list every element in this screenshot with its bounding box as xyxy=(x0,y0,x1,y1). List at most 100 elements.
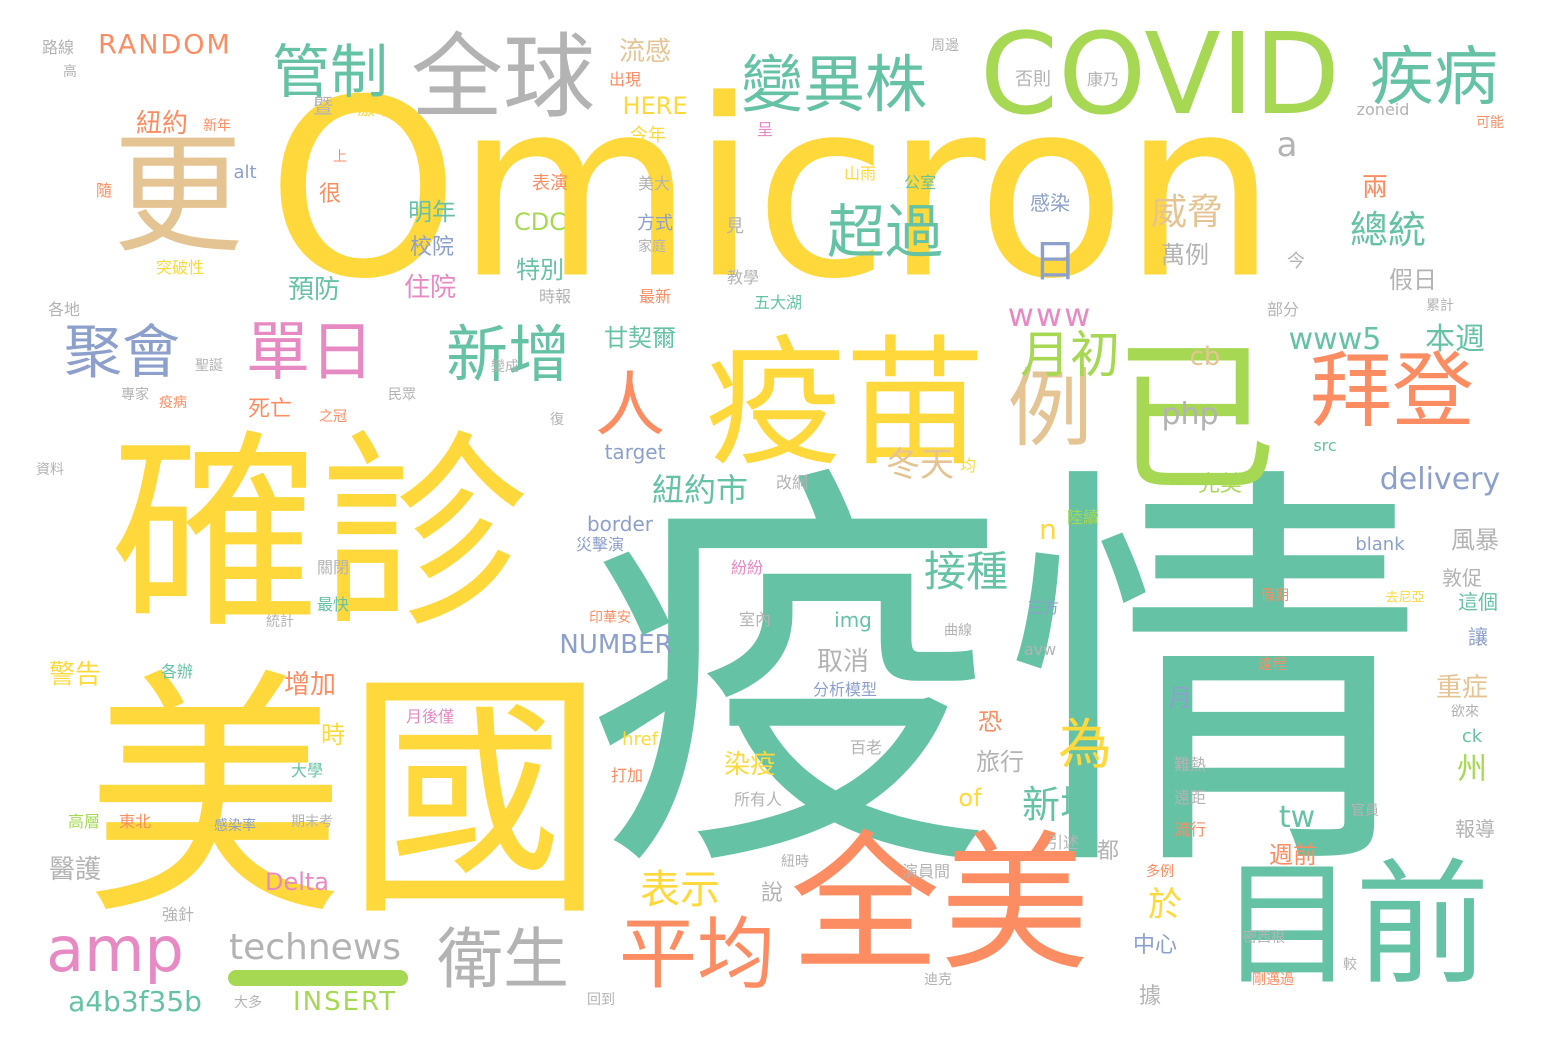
word-gao: 高 xyxy=(63,64,77,80)
word-niuyue: 紐約 xyxy=(135,109,189,139)
word-avw: avw xyxy=(1023,640,1057,659)
word-ganqier: 甘契爾 xyxy=(604,324,676,352)
word-jun: 均 xyxy=(959,456,977,475)
word-yulai: 欲來 xyxy=(1451,704,1479,720)
word-yue: 月 xyxy=(1168,684,1192,712)
word-target: target xyxy=(604,440,666,464)
word-zuixin: 最新 xyxy=(638,287,672,306)
word-yimiao: 疫苗 xyxy=(704,323,986,486)
word-quxian: 曲線 xyxy=(944,623,972,639)
word-img: img xyxy=(834,608,872,632)
word-muqian: 目前 xyxy=(1220,846,1490,1004)
word-danri: 單日 xyxy=(246,316,374,390)
word-rang: 讓 xyxy=(1468,625,1488,649)
word-dongbei: 東北 xyxy=(118,812,152,831)
word-nanre: 難熱 xyxy=(1173,755,1207,774)
word-ranyi: 染疫 xyxy=(723,750,777,780)
word-jiating: 家庭 xyxy=(638,239,666,255)
word-delivery: delivery xyxy=(1379,462,1501,497)
word-biaoshi: 表示 xyxy=(640,867,720,913)
word-ju: 據 xyxy=(1138,984,1162,1009)
word-juhui: 聚會 xyxy=(63,318,181,386)
word-shengdan: 聖誕 xyxy=(195,358,223,374)
word-dou: 都 xyxy=(1096,839,1120,864)
word-chaoguo: 超過 xyxy=(826,198,944,266)
word-weisheng: 衛生 xyxy=(437,921,569,998)
word-tebie: 特別 xyxy=(516,256,564,284)
word-number: NUMBER xyxy=(559,630,673,660)
word-yi: 已 xyxy=(1112,323,1278,516)
word-daxue: 大學 xyxy=(290,761,324,780)
word-xinnian: 新年 xyxy=(203,118,231,134)
word-zongtong: 總統 xyxy=(1349,208,1427,252)
word-cb: cb xyxy=(1189,342,1221,372)
word-jibing: 疾病 xyxy=(1370,41,1498,115)
word-wudahu: 五大湖 xyxy=(753,293,803,312)
word-of: of xyxy=(958,784,982,812)
word-quxiao: 取消 xyxy=(816,647,870,677)
word-meiguo: 美國 xyxy=(85,649,605,951)
word-zhou: 州 xyxy=(1457,752,1487,787)
word-gebian: 各辦 xyxy=(160,662,194,681)
word-yufang: 預防 xyxy=(287,275,341,305)
word-yuehou: 月後僅 xyxy=(405,707,455,726)
word-guanbi: 關閉 xyxy=(316,558,350,577)
word-jiaoxue: 教學 xyxy=(726,268,760,287)
word-shibao: 時報 xyxy=(538,287,572,306)
word-shanyu: 山雨 xyxy=(843,164,877,183)
word-jiao: 較 xyxy=(1343,957,1357,973)
word-qimokao: 期末考 xyxy=(291,814,333,830)
word-jiaocu: 敦促 xyxy=(1442,566,1482,590)
word-www: www xyxy=(1007,296,1093,334)
word-siwang: 死亡 xyxy=(247,397,293,422)
word-fu: 復 xyxy=(550,412,564,428)
word-zhoubian: 周邊 xyxy=(931,38,959,54)
word-gaiwang: 改網 xyxy=(775,473,809,492)
word-shuo: 說 xyxy=(760,881,784,906)
word-kangnai: 康乃 xyxy=(1086,70,1120,89)
word-bufen: 部分 xyxy=(1266,300,1300,319)
word-jinnian: 今年 xyxy=(630,125,666,146)
word-jian: 見 xyxy=(726,216,744,237)
word-ri: 日 xyxy=(1033,236,1077,287)
word-covid: COVID xyxy=(979,10,1341,140)
word-wanli: 萬例 xyxy=(1161,241,1209,269)
word-quyuan: 去尼亞 xyxy=(1385,590,1425,606)
word-yiqing: 疫情 xyxy=(585,435,1425,924)
word-baogao: 報導 xyxy=(1455,817,1495,841)
word-leiji: 累計 xyxy=(1426,298,1454,314)
word-mixigen: 密西根 xyxy=(1243,930,1285,946)
word-zengjia: 增加 xyxy=(283,670,337,700)
word-zaijiyan: 災擊演 xyxy=(575,535,625,554)
word-n: n xyxy=(1039,513,1057,546)
word-li: 例 xyxy=(1007,360,1093,460)
word-zoneid: zoneid xyxy=(1356,100,1410,119)
word-tupoxing: 突破性 xyxy=(155,258,205,277)
word-tw: tw xyxy=(1278,800,1316,835)
word-border: border xyxy=(586,512,654,536)
word-liuxing: 流行 xyxy=(1173,820,1207,839)
word-here: HERE xyxy=(622,92,688,120)
word-yinhuaan: 印華安 xyxy=(589,610,631,626)
word-cdc: CDC xyxy=(514,208,566,236)
word-fenximoxing: 分析模型 xyxy=(812,680,878,699)
word-liugan: 流感 xyxy=(618,37,672,67)
word-quezhen: 確診 xyxy=(109,412,531,657)
word-baiyuelao: 百老 xyxy=(849,738,883,757)
word-yiyi: 疫病 xyxy=(159,395,187,411)
word-zhongxin: 中心 xyxy=(1132,933,1178,958)
word-yuanju: 遠距 xyxy=(1173,788,1207,807)
word-quanmei: 全美 xyxy=(789,818,1091,992)
word-sui: 隨 xyxy=(95,181,113,200)
word-kong: 恐 xyxy=(978,708,1002,736)
word-qiangzhen: 強針 xyxy=(161,905,195,924)
word-jiari: 假日 xyxy=(1389,266,1437,294)
word-zhuyuan: 住院 xyxy=(403,273,457,303)
word-src: src xyxy=(1313,436,1337,455)
word-ji: 暨 xyxy=(313,94,333,118)
word-guanzhi: 管制 xyxy=(271,38,389,106)
word-insert: INSERT xyxy=(292,987,398,1017)
word-guanyuan: 官員 xyxy=(1351,803,1379,819)
word-delta: Delta xyxy=(264,868,330,896)
